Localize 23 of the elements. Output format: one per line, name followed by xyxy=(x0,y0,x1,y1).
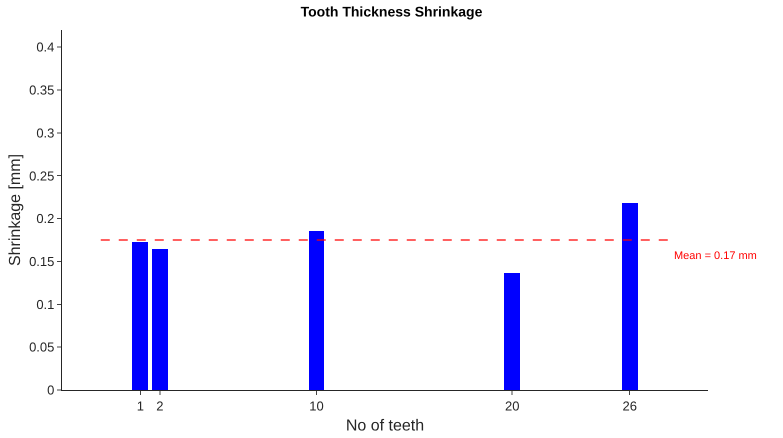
y-tick-label: 0.35 xyxy=(29,82,54,98)
bar xyxy=(309,231,324,390)
x-axis-title: No of teeth xyxy=(346,417,424,434)
y-tick-label: 0.05 xyxy=(29,340,54,355)
x-tick-label: 10 xyxy=(309,398,324,414)
bar xyxy=(622,203,638,390)
x-tick-label: 2 xyxy=(156,398,164,414)
ref-line-label: Mean = 0.17 mm xyxy=(674,250,757,262)
y-tick-label: 0.15 xyxy=(29,254,54,269)
bar xyxy=(132,242,148,390)
y-axis-title: Shrinkage [mm] xyxy=(7,154,24,266)
bar xyxy=(152,249,168,390)
y-tick-label: 0 xyxy=(47,382,54,398)
y-tick-label: 0.2 xyxy=(36,211,54,226)
x-tick-label: 20 xyxy=(505,398,520,414)
y-tick-label: 0.1 xyxy=(36,296,54,312)
y-tick-label: 0.4 xyxy=(36,40,54,55)
bar xyxy=(504,273,520,390)
x-tick-label: 26 xyxy=(622,398,637,414)
chart-title: Tooth Thickness Shrinkage xyxy=(300,3,483,20)
y-tick-label: 0.25 xyxy=(29,168,54,184)
x-tick-label: 1 xyxy=(136,398,144,414)
y-tick-label: 0.3 xyxy=(36,125,54,140)
